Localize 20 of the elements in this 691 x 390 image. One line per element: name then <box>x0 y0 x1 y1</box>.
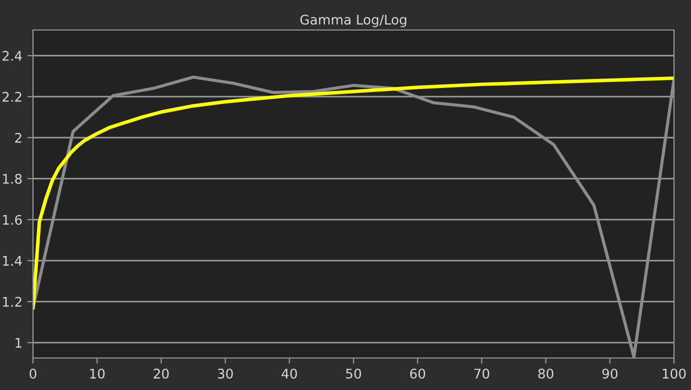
x-tick-label: 0 <box>30 368 36 379</box>
chart-title: Gamma Log/Log <box>300 14 406 28</box>
x-tick-label: 70 <box>474 368 490 379</box>
y-tick-label: 1.6 <box>3 214 22 225</box>
x-tick-label: 90 <box>602 368 618 379</box>
y-tick-label: 1.2 <box>3 296 22 307</box>
x-tick-label: 30 <box>218 368 233 379</box>
x-tick-label: 80 <box>538 368 554 379</box>
x-tick-label: 50 <box>346 368 362 379</box>
y-tick-label: 1.8 <box>3 174 22 184</box>
x-tick-label: 40 <box>282 368 297 379</box>
x-tick-label: 20 <box>154 368 169 379</box>
x-tick-label: 60 <box>410 368 426 379</box>
y-tick-label: 1 <box>16 338 22 348</box>
y-tick-label: 1.4 <box>3 256 22 266</box>
y-tick-label: 2 <box>15 132 22 143</box>
y-tick-label: 2.2 <box>2 92 22 102</box>
x-tick-label: 100 <box>662 368 686 379</box>
x-tick-label: 10 <box>90 368 105 379</box>
y-tick-label: 2.4 <box>2 50 22 61</box>
